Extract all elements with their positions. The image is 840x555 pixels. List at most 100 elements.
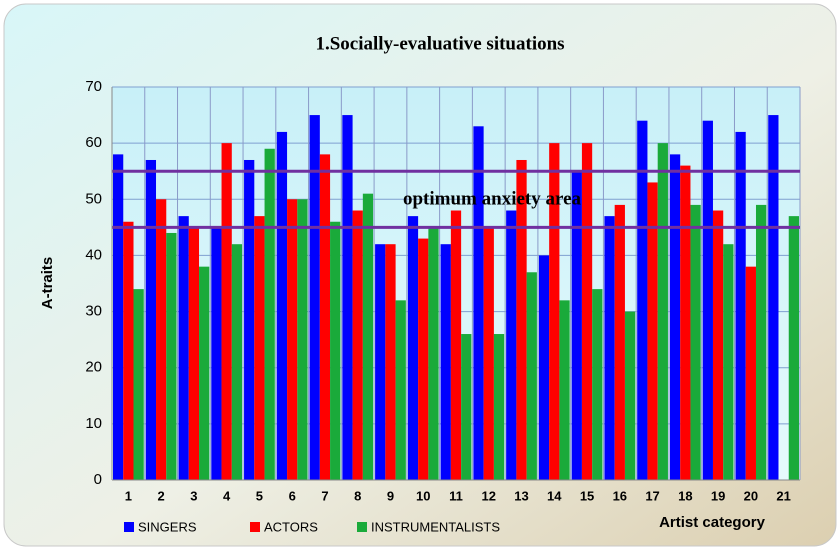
- bar: [428, 227, 439, 480]
- bar: [407, 216, 419, 480]
- bar: [188, 227, 200, 480]
- x-tick-label: 9: [387, 488, 394, 503]
- bar: [461, 334, 472, 480]
- x-tick-label: 3: [190, 488, 197, 503]
- bar: [319, 154, 331, 480]
- x-tick-label: 7: [321, 488, 328, 503]
- x-tick-label: 10: [416, 488, 430, 503]
- x-tick-label: 12: [482, 488, 496, 503]
- x-tick-label: 15: [580, 488, 594, 503]
- bar: [516, 159, 527, 480]
- x-tick-label: 11: [449, 488, 463, 503]
- bar: [690, 204, 701, 480]
- x-tick-label: 4: [223, 488, 231, 503]
- x-tick-label: 6: [289, 488, 296, 503]
- x-tick-label: 19: [711, 488, 725, 503]
- legend-label: ACTORS: [264, 519, 318, 534]
- bar: [178, 216, 189, 480]
- chart-title: 1.Socially-evaluative situations: [315, 33, 564, 54]
- bar: [712, 210, 724, 480]
- legend-swatch: [250, 522, 260, 532]
- legend-swatch: [124, 522, 134, 532]
- bar: [745, 266, 756, 480]
- bar: [549, 143, 560, 480]
- bar: [221, 143, 232, 480]
- x-tick-label: 2: [158, 488, 165, 503]
- y-tick-label: 20: [85, 359, 102, 376]
- bar: [145, 159, 157, 480]
- bar: [768, 115, 779, 481]
- bar: [133, 289, 144, 480]
- x-tick-label: 21: [776, 488, 790, 503]
- x-tick-label: 1: [125, 488, 132, 503]
- bar: [113, 154, 124, 480]
- bar: [788, 216, 799, 480]
- bar: [723, 244, 734, 480]
- bar: [231, 244, 243, 480]
- bar: [254, 216, 265, 480]
- x-tick-label: 17: [645, 488, 659, 503]
- bar: [473, 126, 484, 481]
- y-tick-label: 0: [94, 471, 102, 488]
- bar: [287, 199, 298, 481]
- legend-swatch: [357, 522, 367, 532]
- bar: [276, 131, 288, 480]
- x-tick-label: 16: [613, 488, 627, 503]
- bar: [156, 199, 167, 481]
- bar: [538, 255, 550, 480]
- legend-label: INSTRUMENTALISTS: [371, 519, 500, 534]
- bar: [418, 238, 429, 480]
- x-tick-label: 14: [547, 488, 562, 503]
- bar: [755, 204, 767, 480]
- x-tick-label: 5: [256, 488, 263, 503]
- x-tick-label: 18: [678, 488, 692, 503]
- bar: [483, 227, 494, 480]
- bar: [385, 244, 396, 480]
- bar: [526, 272, 537, 480]
- bar: [735, 131, 746, 480]
- y-tick-label: 50: [85, 190, 102, 207]
- bar: [450, 210, 462, 480]
- bar: [624, 311, 636, 480]
- bar: [264, 148, 275, 480]
- bar: [330, 221, 341, 480]
- bar: [680, 165, 691, 480]
- y-tick-label: 40: [85, 246, 102, 263]
- bar: [244, 159, 255, 480]
- bar: [571, 171, 582, 480]
- y-tick-label: 10: [85, 415, 102, 432]
- bar: [199, 266, 210, 480]
- bar: [614, 204, 625, 480]
- bar: [657, 143, 668, 480]
- bar: [440, 244, 451, 480]
- x-tick-label: 8: [354, 488, 361, 503]
- bar: [309, 115, 320, 481]
- x-tick-label: 20: [744, 488, 758, 503]
- bar: [493, 334, 505, 480]
- bar: [506, 210, 517, 480]
- bar: [637, 120, 648, 480]
- bar: [375, 244, 386, 480]
- y-tick-label: 30: [85, 303, 102, 320]
- bar: [362, 193, 374, 480]
- bar: [352, 210, 363, 480]
- bar: [123, 221, 134, 480]
- bar: [592, 289, 603, 480]
- legend-label: SINGERS: [138, 519, 197, 534]
- x-axis-label: Artist category: [659, 514, 766, 531]
- y-axis-label: A-traits: [39, 257, 56, 310]
- bar: [702, 120, 713, 480]
- y-tick-label: 60: [85, 134, 102, 151]
- bar: [166, 232, 177, 480]
- x-tick-label: 13: [514, 488, 528, 503]
- bar: [581, 143, 593, 480]
- bar: [669, 154, 681, 480]
- bar: [559, 300, 570, 480]
- y-tick-label: 70: [85, 78, 102, 95]
- bar: [297, 199, 308, 481]
- bar: [647, 182, 658, 480]
- bar: [395, 300, 406, 480]
- bar: [342, 115, 353, 481]
- bar: [604, 216, 615, 480]
